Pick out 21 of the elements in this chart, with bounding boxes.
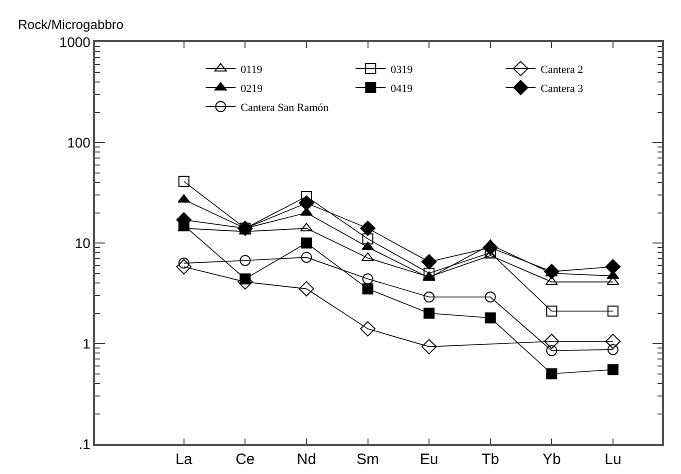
y-tick-label: 100 (67, 134, 91, 150)
x-tick-label: Lu (604, 450, 622, 468)
x-tick-label: Nd (296, 450, 316, 468)
y-tick-label: 1000 (59, 34, 91, 50)
legend-label: 0119 (240, 64, 263, 76)
legend-label: Cantera San Ramón (240, 102, 330, 114)
legend-label: 0419 (390, 82, 414, 95)
y-axis-title: Rock/Microgabbro (18, 17, 124, 32)
x-tick-label: Sm (356, 450, 380, 468)
legend-label: 0219 (240, 82, 264, 95)
y-tick-label: 1 (82, 335, 91, 352)
y-tick-label: .1 (78, 436, 91, 452)
x-tick-label: La (176, 450, 193, 468)
x-tick-label: Eu (420, 450, 438, 468)
x-tick-label: Yb (542, 450, 561, 468)
y-tick-label: 10 (74, 234, 91, 251)
legend-label: Cantera 3 (540, 82, 584, 95)
x-tick-label: Ce (236, 450, 255, 468)
legend-label: 0319 (390, 64, 414, 76)
legend-label: Cantera 2 (540, 64, 584, 76)
x-tick-label: Tb (482, 450, 500, 468)
